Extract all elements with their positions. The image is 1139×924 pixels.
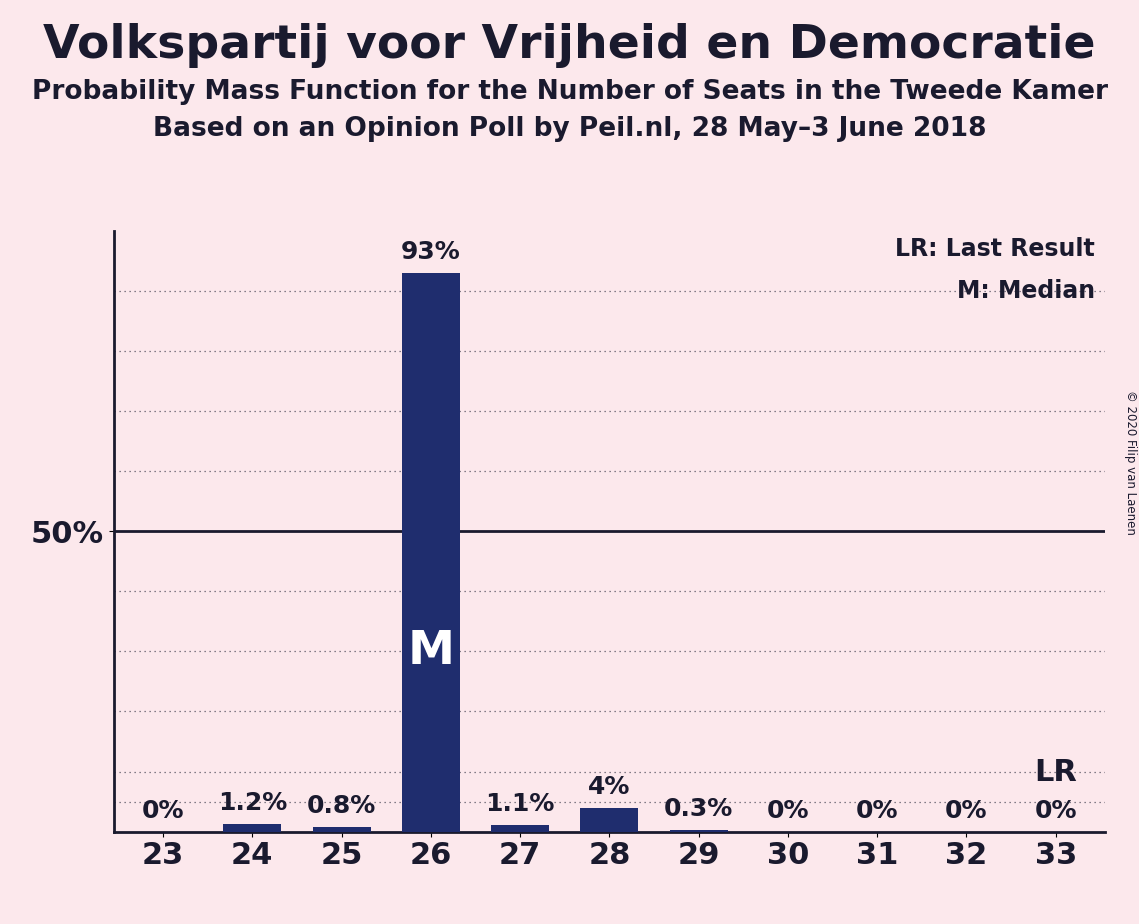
Bar [312,827,370,832]
Text: 1.1%: 1.1% [485,792,555,816]
Text: © 2020 Filip van Laenen: © 2020 Filip van Laenen [1124,390,1137,534]
Text: 0%: 0% [1034,798,1077,822]
Text: 93%: 93% [401,240,460,264]
Text: 1.2%: 1.2% [218,791,287,815]
Text: Probability Mass Function for the Number of Seats in the Tweede Kamer: Probability Mass Function for the Number… [32,79,1107,104]
Text: 0%: 0% [141,798,185,822]
Text: 0%: 0% [767,798,809,822]
Text: 0%: 0% [855,798,899,822]
Bar [223,824,281,832]
Text: 0.8%: 0.8% [306,794,376,818]
Text: Volkspartij voor Vrijheid en Democratie: Volkspartij voor Vrijheid en Democratie [43,23,1096,68]
Text: 0.3%: 0.3% [664,796,734,821]
Bar [491,825,549,832]
Text: LR: Last Result: LR: Last Result [895,237,1095,261]
Bar [402,274,460,832]
Text: M: M [408,629,454,674]
Text: 0%: 0% [945,798,988,822]
Text: LR: LR [1034,758,1077,786]
Bar [670,830,728,832]
Text: M: Median: M: Median [957,279,1095,303]
Bar [581,808,638,832]
Text: 4%: 4% [588,774,631,798]
Text: Based on an Opinion Poll by Peil.nl, 28 May–3 June 2018: Based on an Opinion Poll by Peil.nl, 28 … [153,116,986,141]
